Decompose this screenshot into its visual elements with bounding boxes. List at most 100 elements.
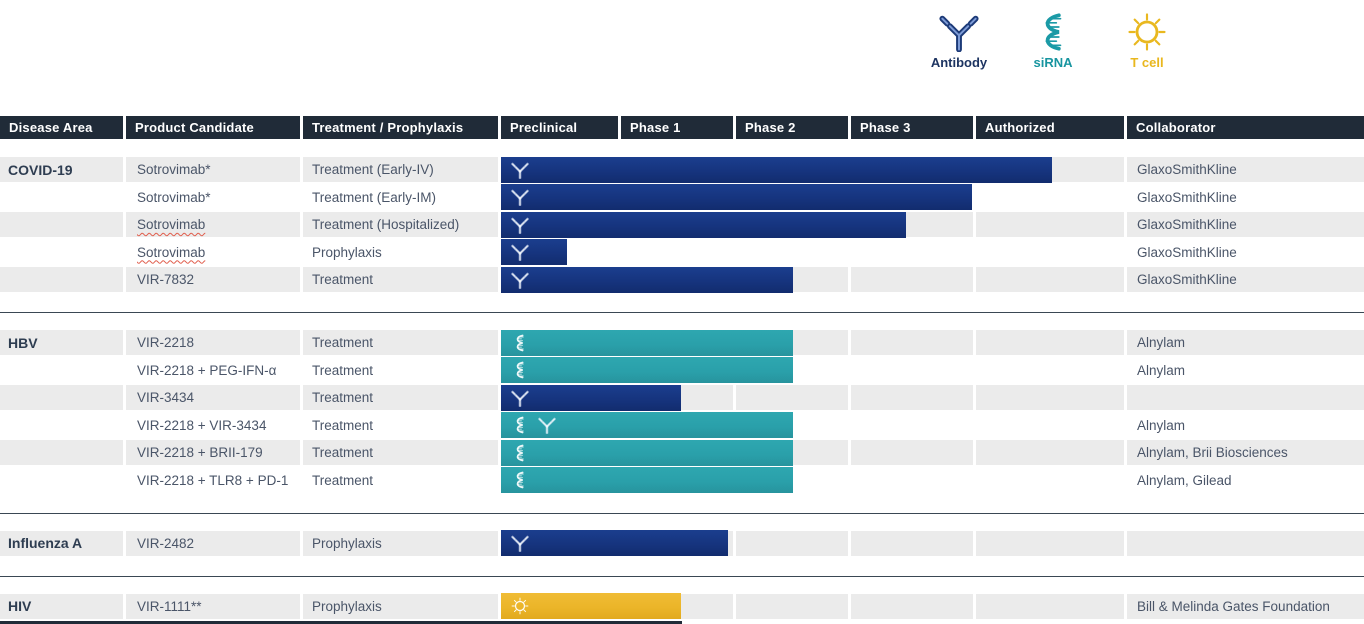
header-phase-3: Phase 3	[851, 116, 973, 139]
phase-cell-authorized	[976, 440, 1124, 465]
phase-cell-phase-3	[851, 440, 973, 465]
phase-track	[501, 412, 1124, 438]
treatment-label: Treatment	[312, 272, 374, 287]
pipeline-progress-bar	[501, 239, 567, 265]
treatment-label: Treatment (Early-IM)	[312, 189, 437, 205]
phase-cell-phase-2	[736, 240, 848, 265]
antibody-icon	[939, 12, 979, 52]
product-candidate-cell: VIR-2218	[126, 330, 300, 355]
collaborator-cell: GlaxoSmithKline	[1127, 212, 1364, 237]
phase-track	[501, 439, 1124, 466]
phase-track	[501, 156, 1124, 183]
product-candidate-label: VIR-2218	[137, 335, 195, 350]
product-candidate-cell: Sotrovimab	[126, 212, 300, 237]
product-candidate-cell: VIR-2218 + TLR8 + PD-1	[126, 468, 300, 493]
phase-cell-phase-3	[851, 385, 973, 410]
disease-area-cell	[0, 385, 123, 410]
antibody-icon	[538, 416, 556, 434]
phase-cell-phase-3	[851, 593, 973, 619]
phase-cell-authorized	[976, 385, 1124, 410]
disease-area-cell: Influenza A	[0, 530, 123, 556]
phase-cell-authorized	[976, 358, 1124, 383]
header-treatment: Treatment / Prophylaxis	[303, 116, 498, 139]
product-candidate-label: VIR-3434	[137, 390, 195, 405]
disease-area-cell	[0, 440, 123, 465]
sirna-icon	[511, 471, 529, 489]
product-candidate-label: VIR-2218 + PEG-IFN-α	[137, 362, 277, 378]
header-collaborator: Collaborator	[1127, 116, 1364, 139]
phase-track	[501, 593, 1124, 619]
treatment-cell: Treatment (Early-IM)	[303, 185, 498, 210]
collaborator-label: Alnylam, Brii Biosciences	[1137, 445, 1288, 460]
pipeline-progress-bar	[501, 156, 1052, 183]
header-phase-1: Phase 1	[621, 116, 733, 139]
product-candidate-label: Sotrovimab	[137, 244, 206, 260]
collaborator-cell: Alnylam, Gilead	[1127, 468, 1364, 493]
phase-track	[501, 211, 1124, 238]
legend-item-sirna: siRNA	[1018, 12, 1088, 70]
treatment-cell: Treatment	[303, 413, 498, 438]
phase-cell-phase-3	[851, 413, 973, 438]
treatment-cell: Prophylaxis	[303, 593, 498, 619]
legend-item-antibody: Antibody	[924, 12, 994, 70]
collaborator-label: Alnylam	[1137, 362, 1186, 378]
disease-area-cell	[0, 212, 123, 237]
pipeline-progress-bar	[501, 467, 793, 493]
pipeline-row: VIR-7832 Treatment GlaxoSmithKline	[0, 266, 1364, 293]
pipeline-progress-bar	[501, 412, 793, 438]
antibody-icon	[511, 216, 529, 234]
phase-track	[501, 266, 1124, 293]
disease-area-label: Influenza A	[8, 535, 83, 551]
sirna-icon	[511, 416, 529, 434]
tcell-icon	[511, 597, 529, 615]
pipeline-progress-bar	[501, 439, 793, 466]
product-candidate-label: VIR-2482	[137, 535, 195, 551]
disease-area-label: HIV	[8, 598, 32, 614]
product-candidate-label: VIR-2218 + VIR-3434	[137, 417, 267, 433]
antibody-icon	[511, 271, 529, 289]
product-candidate-label: Sotrovimab*	[137, 189, 211, 205]
pipeline-progress-bar	[501, 211, 906, 238]
phase-cell-authorized	[976, 593, 1124, 619]
disease-area-label: HBV	[8, 334, 38, 351]
pipeline-progress-bar	[501, 329, 793, 356]
phase-cell-phase-2	[736, 593, 848, 619]
legend-label-tcell: T cell	[1130, 55, 1164, 70]
phase-cell-authorized	[976, 413, 1124, 438]
treatment-label: Prophylaxis	[312, 244, 382, 260]
sirna-icon	[511, 334, 529, 352]
treatment-label: Prophylaxis	[312, 535, 382, 551]
collaborator-label: Alnylam, Gilead	[1137, 472, 1232, 488]
pipeline-row: HIV VIR-1111** Prophylaxis Bill & Melind…	[0, 593, 1364, 619]
pipeline-row: Sotrovimab Treatment (Hospitalized) Glax…	[0, 211, 1364, 238]
phase-cell-authorized	[976, 212, 1124, 237]
collaborator-label: GlaxoSmithKline	[1137, 244, 1237, 260]
treatment-label: Treatment (Hospitalized)	[312, 217, 460, 232]
treatment-cell: Treatment	[303, 330, 498, 355]
phase-cell-phase-3	[851, 267, 973, 292]
antibody-icon	[511, 389, 529, 407]
phase-cell-phase-3	[851, 330, 973, 355]
pipeline-row: Sotrovimab Prophylaxis GlaxoSmithKline	[0, 239, 1364, 265]
table-header: Disease Area Product Candidate Treatment…	[0, 116, 1364, 139]
product-candidate-cell: VIR-2218 + PEG-IFN-α	[126, 358, 300, 383]
collaborator-cell: Alnylam	[1127, 330, 1364, 355]
product-candidate-cell: VIR-1111**	[126, 593, 300, 619]
legend-label-sirna: siRNA	[1033, 55, 1073, 70]
phase-cell-phase-2	[736, 385, 848, 410]
phase-cell-phase-3	[851, 530, 973, 556]
product-candidate-label: Sotrovimab	[137, 217, 206, 232]
disease-area-cell	[0, 413, 123, 438]
bottom-edge-bar	[0, 621, 682, 624]
disease-area-cell	[0, 240, 123, 265]
phase-cell-phase-1	[621, 240, 733, 265]
treatment-label: Treatment	[312, 335, 374, 350]
product-candidate-cell: Sotrovimab	[126, 240, 300, 265]
phase-cell-authorized	[976, 185, 1124, 210]
disease-area-cell	[0, 185, 123, 210]
disease-area-cell	[0, 358, 123, 383]
pipeline-row: VIR-3434 Treatment	[0, 384, 1364, 411]
section-separator	[0, 312, 1364, 313]
collaborator-cell: Alnylam, Brii Biosciences	[1127, 440, 1364, 465]
